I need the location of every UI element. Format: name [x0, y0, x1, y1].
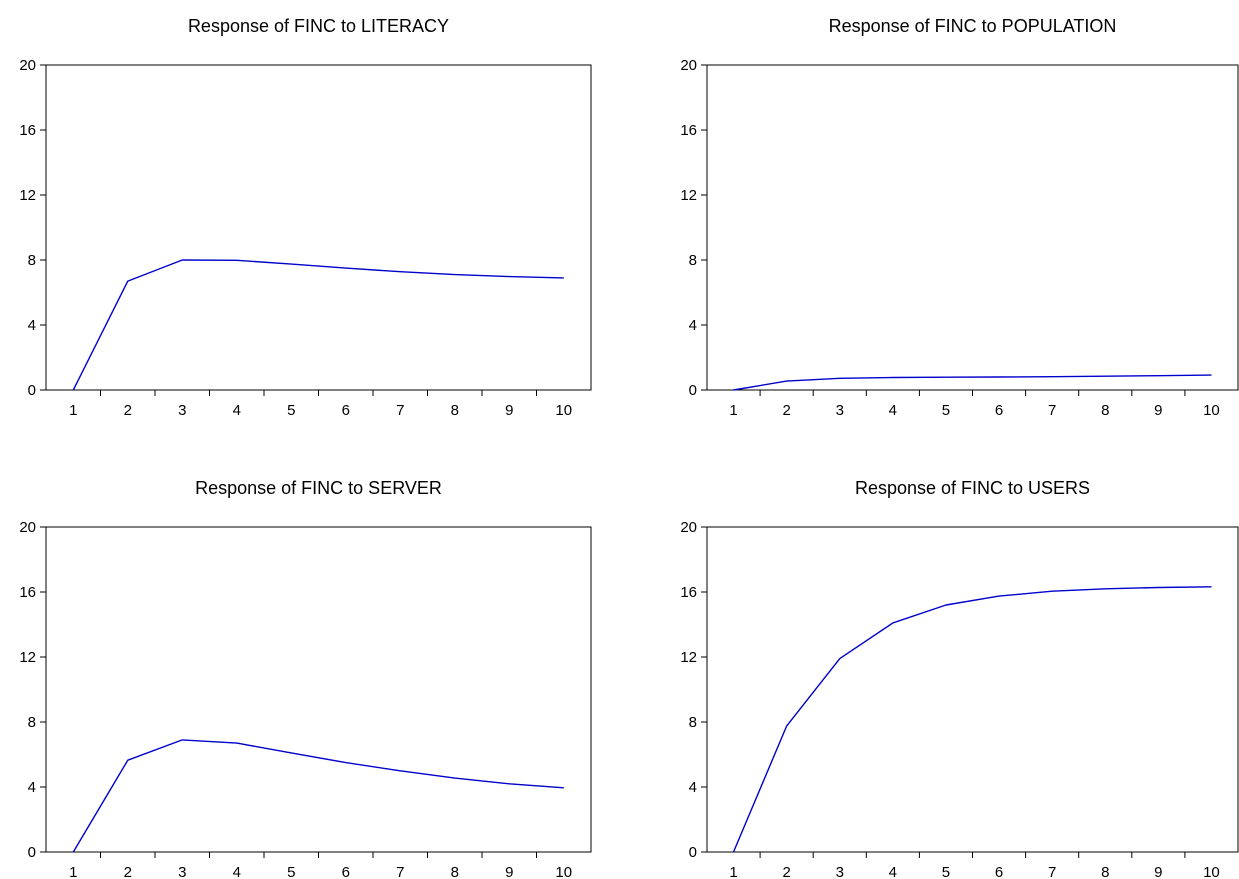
y-tick-label: 16: [19, 122, 36, 139]
x-tick-label: 5: [287, 402, 295, 419]
y-tick-label: 20: [680, 57, 697, 74]
x-tick-label: 10: [1203, 402, 1220, 419]
y-tick-label: 12: [680, 649, 697, 666]
y-tick-label: 12: [680, 187, 697, 204]
y-tick-label: 16: [19, 584, 36, 601]
x-tick-label: 4: [233, 402, 241, 419]
y-tick-label: 20: [19, 519, 36, 536]
x-tick-label: 4: [889, 864, 897, 879]
x-tick-label: 2: [124, 402, 132, 419]
y-tick-label: 4: [689, 317, 697, 334]
x-tick-label: 2: [782, 402, 790, 419]
chart-title: Response of FINC to USERS: [855, 478, 1090, 498]
y-tick-label: 8: [689, 714, 697, 731]
x-tick-label: 8: [451, 402, 459, 419]
x-tick-label: 3: [836, 402, 844, 419]
y-tick-label: 8: [28, 252, 36, 269]
x-tick-label: 9: [505, 864, 513, 879]
y-tick-label: 8: [689, 252, 697, 269]
y-tick-label: 4: [28, 317, 36, 334]
x-tick-label: 5: [942, 402, 950, 419]
plot-frame: [45, 64, 592, 391]
x-tick-label: 1: [69, 864, 77, 879]
y-tick-label: 16: [680, 584, 697, 601]
y-tick-label: 8: [28, 714, 36, 731]
chart-title: Response of FINC to LITERACY: [188, 16, 449, 36]
y-tick-label: 0: [689, 382, 697, 399]
x-tick-label: 4: [889, 402, 897, 419]
x-tick-label: 9: [1154, 402, 1162, 419]
plot-frame: [706, 64, 1239, 391]
y-tick-label: 4: [28, 779, 36, 796]
y-tick-label: 0: [28, 382, 36, 399]
x-tick-label: 7: [1048, 402, 1056, 419]
chart-title: Response of FINC to POPULATION: [829, 16, 1117, 36]
x-tick-label: 8: [1101, 864, 1109, 879]
x-tick-label: 7: [1048, 864, 1056, 879]
y-tick-label: 16: [680, 122, 697, 139]
y-tick-label: 20: [19, 57, 36, 74]
x-tick-label: 8: [451, 864, 459, 879]
x-tick-label: 7: [396, 402, 404, 419]
x-tick-label: 3: [178, 402, 186, 419]
x-tick-label: 9: [505, 402, 513, 419]
x-tick-label: 6: [995, 864, 1003, 879]
x-tick-label: 10: [555, 402, 572, 419]
x-tick-label: 3: [836, 864, 844, 879]
plot-frame: [45, 526, 592, 853]
series-line-1: [732, 586, 1212, 853]
y-tick-label: 0: [28, 844, 36, 861]
y-tick-label: 4: [689, 779, 697, 796]
series-line-1: [72, 259, 564, 391]
x-tick-label: 1: [69, 402, 77, 419]
series-line-1: [72, 739, 564, 853]
x-tick-label: 6: [995, 402, 1003, 419]
chart-panel-2: Response of FINC to POPULATION0481216201…: [680, 16, 1239, 419]
x-tick-label: 9: [1154, 864, 1162, 879]
x-tick-label: 6: [342, 864, 350, 879]
x-tick-label: 6: [342, 402, 350, 419]
x-tick-label: 10: [1203, 864, 1220, 879]
y-tick-label: 0: [689, 844, 697, 861]
x-tick-label: 8: [1101, 402, 1109, 419]
series-line-1: [733, 374, 1212, 391]
x-tick-label: 4: [233, 864, 241, 879]
y-tick-label: 20: [680, 519, 697, 536]
x-tick-label: 7: [396, 864, 404, 879]
x-tick-label: 1: [729, 864, 737, 879]
x-tick-label: 3: [178, 864, 186, 879]
plot-frame: [706, 526, 1239, 853]
x-tick-label: 2: [124, 864, 132, 879]
chart-title: Response of FINC to SERVER: [195, 478, 442, 498]
x-tick-label: 5: [942, 864, 950, 879]
x-tick-label: 10: [555, 864, 572, 879]
x-tick-label: 5: [287, 864, 295, 879]
x-tick-label: 2: [782, 864, 790, 879]
x-tick-label: 1: [729, 402, 737, 419]
y-tick-label: 12: [19, 187, 36, 204]
y-tick-label: 12: [19, 649, 36, 666]
